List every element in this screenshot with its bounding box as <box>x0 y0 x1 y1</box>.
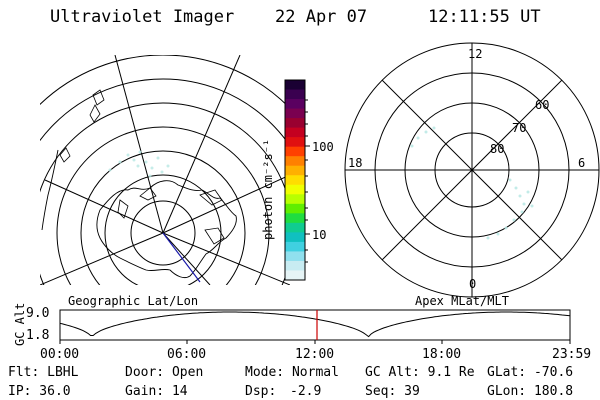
colorbar-segment <box>285 175 305 186</box>
timeline-ytick-1-8: 1.8 <box>26 328 50 343</box>
info-seq: Seq: 39 <box>365 384 420 399</box>
info-filter: Flt: LBHL <box>8 365 79 380</box>
colorbar-segment <box>285 127 305 138</box>
info-gc-alt: GC Alt: 9.1 Re <box>365 365 475 380</box>
colorbar-segment <box>285 194 305 205</box>
colorbar-unit-label: photon cm⁻²s⁻¹ <box>261 138 275 240</box>
info-ip: IP: 36.0 <box>8 384 71 399</box>
timeline-xtick-1800: 18:00 <box>422 347 462 362</box>
timeline-xtick-0000: 00:00 <box>40 347 80 362</box>
colorbar-tick-10: 10 <box>312 228 327 242</box>
colorbar-segment <box>285 165 305 176</box>
left-aurora <box>108 150 170 178</box>
info-mode: Mode: Normal <box>245 365 339 380</box>
colorbar-segment <box>285 118 305 129</box>
colorbar-segment <box>285 156 305 167</box>
colorbar-frame <box>284 79 306 281</box>
instrument-title: Ultraviolet Imager <box>50 7 235 27</box>
colorbar <box>285 80 305 281</box>
mlt-label-12: 12 <box>468 47 483 61</box>
observation-time: 12:11:55 UT <box>428 7 541 27</box>
colorbar-segment <box>285 146 305 157</box>
colorbar-segment <box>285 203 305 214</box>
mlat-label-80: 80 <box>490 142 505 156</box>
info-gain: Gain: 14 <box>125 384 188 399</box>
colorbar-segment <box>285 213 305 224</box>
colorbar-segment <box>285 184 305 195</box>
colorbar-segment <box>285 137 305 148</box>
right-aurora <box>410 126 534 240</box>
colorbar-ticks <box>305 99 310 263</box>
observation-date: 22 Apr 07 <box>275 7 368 27</box>
timeline-ticks <box>59 340 571 344</box>
right-map-caption: Apex MLat/MLT <box>415 294 509 308</box>
mlt-label-6: 6 <box>578 156 586 170</box>
mlt-label-0: 0 <box>469 277 477 291</box>
colorbar-tick-100: 100 <box>312 140 334 154</box>
satellite-track <box>162 232 201 283</box>
timeline-xtick-0600: 06:00 <box>167 347 207 362</box>
mlat-label-60: 60 <box>535 98 550 112</box>
timeline-ytick-9: 9.0 <box>26 306 50 321</box>
timeline-xtick-2359: 23:59 <box>552 347 592 362</box>
colorbar-segment <box>285 80 305 91</box>
colorbar-segment <box>285 251 305 262</box>
colorbar-segment <box>285 241 305 253</box>
info-dsp-value: -2.9 <box>290 384 322 399</box>
info-door: Door: Open <box>125 365 204 380</box>
colorbar-segment <box>285 260 305 272</box>
info-glat: GLat: -70.6 <box>487 365 574 380</box>
colorbar-segment <box>285 89 305 100</box>
colorbar-segment <box>285 99 305 110</box>
colorbar-segment <box>285 232 305 243</box>
mlat-label-70: 70 <box>512 121 527 135</box>
timeline-xtick-1200: 12:00 <box>295 347 335 362</box>
timeline-frame <box>59 309 571 341</box>
altitude-curve <box>59 311 571 338</box>
colorbar-segment <box>285 222 305 233</box>
timeline-ylabel: GC Alt <box>13 302 27 346</box>
apex-polar-plot <box>344 42 600 298</box>
colorbar-segment <box>285 108 305 119</box>
mlt-label-18: 18 <box>348 156 363 170</box>
geographic-map <box>40 55 290 285</box>
info-glon: GLon: 180.8 <box>487 384 574 399</box>
left-map-caption: Geographic Lat/Lon <box>68 294 199 308</box>
colorbar-segment <box>285 270 305 281</box>
info-dsp-label: Dsp: <box>245 384 277 399</box>
